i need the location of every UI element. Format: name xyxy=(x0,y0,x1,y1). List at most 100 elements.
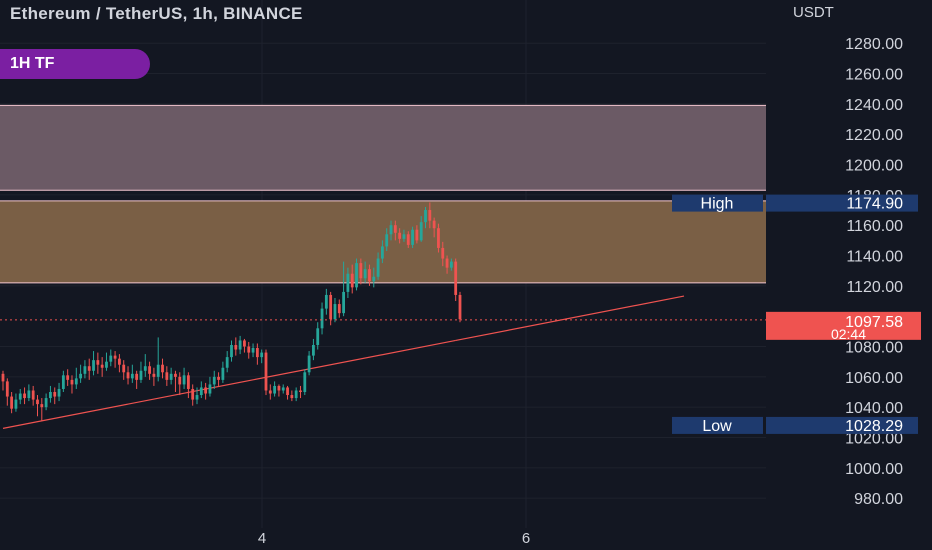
candle-body xyxy=(156,364,160,377)
candle-body xyxy=(169,373,173,380)
candle-body xyxy=(449,261,453,268)
candle-body xyxy=(380,246,384,259)
candle-body xyxy=(264,352,268,391)
candle-body xyxy=(178,376,182,385)
candle-body xyxy=(324,294,328,309)
price-tag-label: Low xyxy=(702,418,732,435)
candle-body xyxy=(130,373,134,379)
y-tick-label: 1020.00 xyxy=(845,431,903,448)
price-axis: 980.00 1000.00 1020.00 1040.00 1060.00 1080.0… xyxy=(766,0,932,550)
candle-body xyxy=(346,273,350,292)
candle-body xyxy=(208,384,212,394)
zone-lower xyxy=(0,200,766,283)
candle-body xyxy=(273,385,277,394)
candle-body xyxy=(44,398,48,408)
price-tag-value-box xyxy=(766,194,918,212)
candle-body xyxy=(221,367,225,380)
y-tick-label: 1160.00 xyxy=(846,218,903,235)
candle-body xyxy=(303,372,307,393)
axis-background xyxy=(766,0,932,550)
candle-body xyxy=(359,263,363,279)
price-tag-high xyxy=(672,194,763,212)
candle-body xyxy=(247,346,251,353)
candle-body xyxy=(445,258,449,268)
candle-body xyxy=(5,381,9,397)
candle-body xyxy=(79,373,83,379)
candle-body xyxy=(312,344,315,356)
candle-body xyxy=(385,234,389,247)
candle-body xyxy=(49,392,52,399)
candle-body xyxy=(398,232,402,239)
candle-body xyxy=(70,379,74,385)
candle-body xyxy=(31,390,35,400)
candle-body xyxy=(337,304,341,314)
candle-body xyxy=(419,222,423,241)
candle-body xyxy=(148,366,151,374)
candle-body xyxy=(87,366,91,371)
candle-body xyxy=(406,234,410,245)
candle-body xyxy=(424,210,427,223)
candle-body xyxy=(57,388,61,397)
candle-body xyxy=(428,210,432,221)
candle-body xyxy=(389,225,393,235)
price-tag-value-box xyxy=(766,416,918,434)
candle-body xyxy=(355,263,358,288)
candle-body xyxy=(143,366,147,371)
zones xyxy=(0,104,766,284)
y-tick-label: 1240.00 xyxy=(845,97,903,114)
candle-body xyxy=(290,395,294,399)
candle-body xyxy=(432,220,436,229)
y-tick-label: 1040.00 xyxy=(845,400,903,417)
candle-body xyxy=(307,355,311,373)
y-tick-label: 980.00 xyxy=(854,491,903,508)
y-tick-label: 1260.00 xyxy=(845,67,903,84)
candle-body xyxy=(230,344,233,358)
candle-body xyxy=(1,373,5,382)
candle-body xyxy=(299,390,302,393)
candle-body xyxy=(83,366,87,374)
candle-body xyxy=(66,375,70,380)
candle-body xyxy=(191,388,195,400)
candle-body xyxy=(415,229,419,241)
candle-body xyxy=(238,340,242,350)
x-tick-label: 6 xyxy=(522,530,530,547)
candle-body xyxy=(277,385,281,391)
timeframe-badge[interactable]: 1H TF xyxy=(0,49,150,79)
candle-body xyxy=(281,387,285,391)
candle-body xyxy=(118,358,121,365)
price-tag-value: 1174.90 xyxy=(846,196,903,213)
candle-body xyxy=(161,364,164,373)
candle-body xyxy=(109,355,113,362)
candle-body xyxy=(53,392,57,397)
y-tick-label: 1080.00 xyxy=(845,340,903,357)
candle-body xyxy=(139,370,143,380)
candle-body xyxy=(393,225,397,233)
y-tick-label: 1000.00 xyxy=(845,461,903,478)
candle-body xyxy=(186,375,190,389)
candle-body xyxy=(260,352,264,358)
candle-body xyxy=(243,340,246,347)
candle-body xyxy=(122,364,126,373)
y-tick-label: 1280.00 xyxy=(845,36,903,53)
candle-body xyxy=(268,390,272,394)
candle-body xyxy=(135,373,139,380)
candle-body xyxy=(182,375,186,385)
y-tick-label: 1220.00 xyxy=(845,127,903,144)
zone-upper xyxy=(0,105,766,191)
candle-body xyxy=(18,393,22,400)
candle-body xyxy=(225,357,229,368)
candle-body xyxy=(212,376,216,385)
candle-body xyxy=(105,361,108,368)
candle-body xyxy=(14,399,18,409)
candle-body xyxy=(152,373,156,377)
y-tick-label: 1200.00 xyxy=(845,158,903,175)
candle-body xyxy=(255,348,259,358)
currency-unit: USDT xyxy=(793,4,834,21)
candle-body xyxy=(23,393,26,399)
candle-body xyxy=(458,294,462,320)
candle-body xyxy=(195,395,199,400)
